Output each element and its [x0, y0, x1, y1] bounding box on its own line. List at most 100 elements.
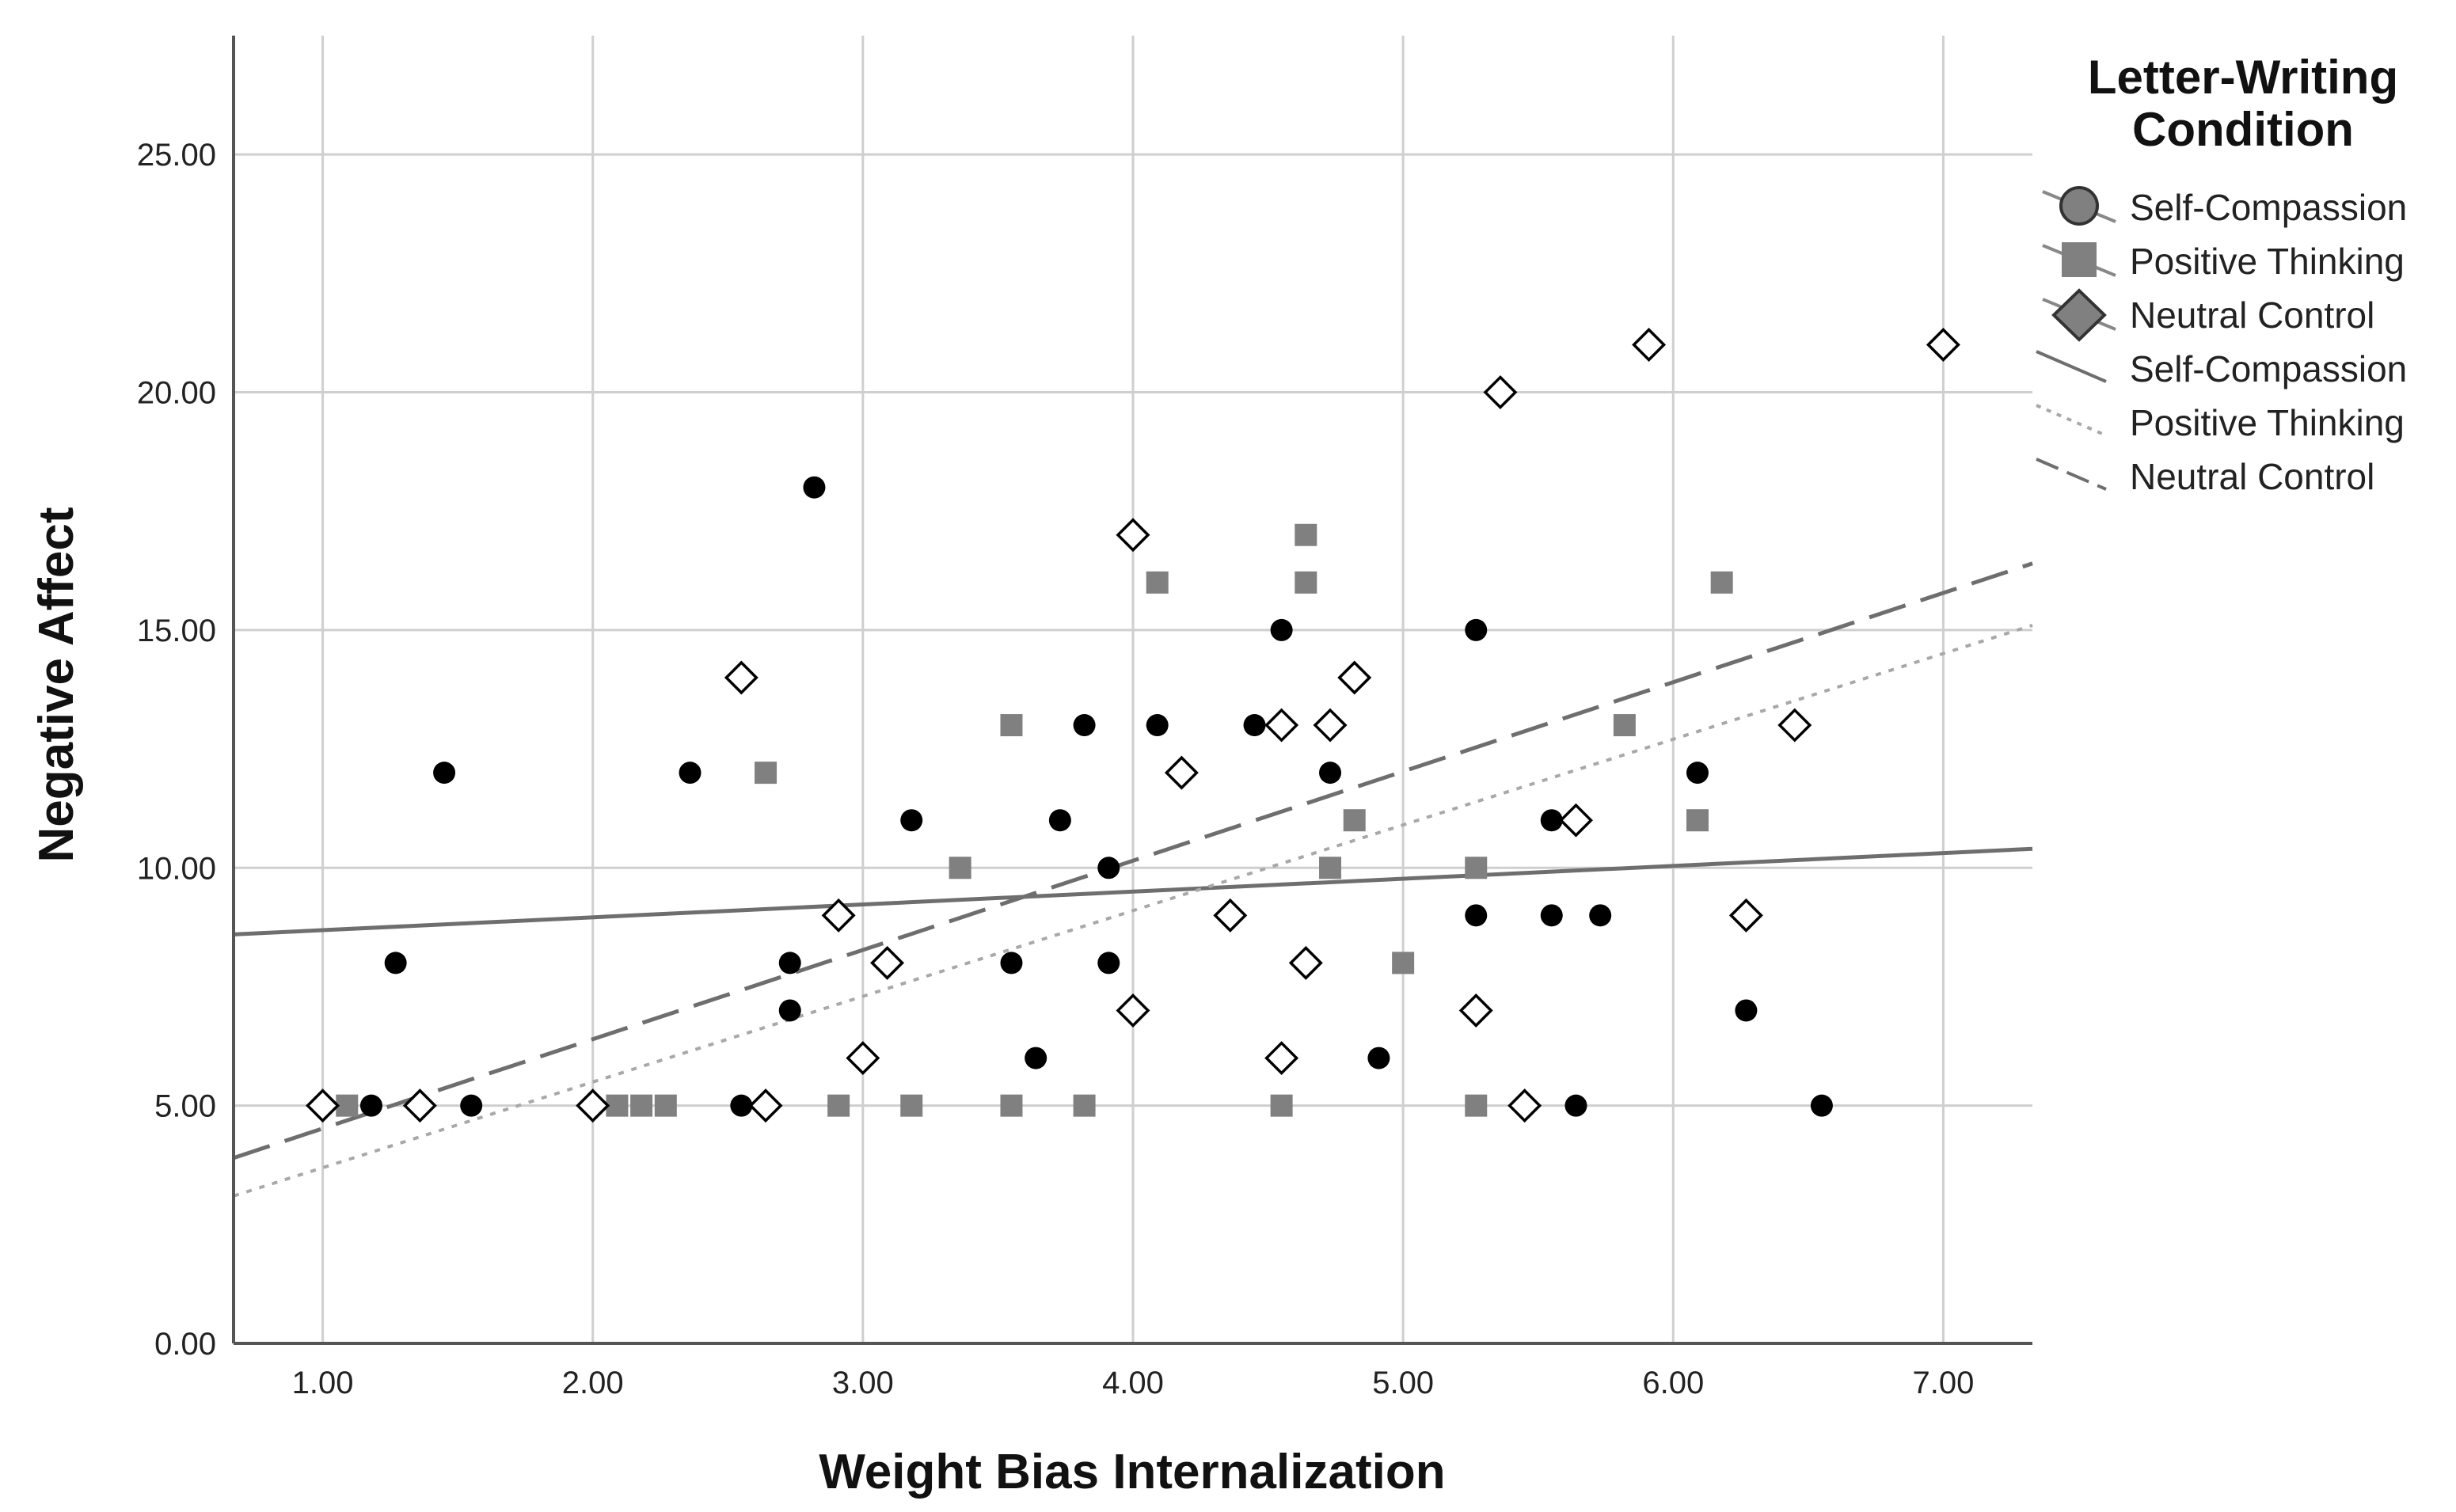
- point-positive-thinking: [949, 857, 971, 879]
- point-self-compassion: [1589, 904, 1612, 927]
- fit-lines: [233, 561, 2033, 1198]
- point-positive-thinking: [1295, 523, 1317, 546]
- point-positive-thinking: [1710, 571, 1733, 594]
- point-neutral-control: [1337, 660, 1372, 695]
- point-positive-thinking: [1295, 571, 1317, 594]
- point-positive-thinking: [827, 1094, 850, 1117]
- legend-marker-self-compassion-label: Self-Compassion: [2130, 187, 2407, 228]
- x-tick-label: 6.00: [1642, 1366, 1704, 1400]
- point-neutral-control: [1507, 1088, 1542, 1123]
- point-self-compassion: [1073, 714, 1096, 737]
- point-neutral-control: [576, 1088, 610, 1123]
- legend: Letter-Writing Condition Self-Compassion…: [2036, 51, 2407, 497]
- point-neutral-control: [1458, 993, 1493, 1028]
- point-self-compassion: [1465, 618, 1488, 641]
- point-positive-thinking: [1270, 1094, 1293, 1117]
- point-positive-thinking: [1343, 809, 1366, 832]
- axes: [232, 36, 2032, 1345]
- x-tick-label: 1.00: [292, 1366, 354, 1400]
- point-positive-thinking: [654, 1094, 677, 1117]
- point-self-compassion: [803, 476, 826, 499]
- point-neutral-control: [1926, 327, 1960, 362]
- point-self-compassion: [1048, 809, 1071, 832]
- point-positive-thinking: [1073, 1094, 1096, 1117]
- point-self-compassion: [1564, 1094, 1587, 1117]
- point-positive-thinking: [1319, 857, 1342, 879]
- point-self-compassion: [1097, 857, 1120, 879]
- point-neutral-control: [1264, 708, 1299, 743]
- point-self-compassion: [900, 809, 923, 832]
- point-positive-thinking: [1000, 1094, 1023, 1117]
- point-neutral-control: [1728, 898, 1763, 933]
- point-neutral-control: [1558, 803, 1593, 838]
- y-tick-label: 20.00: [137, 376, 216, 411]
- point-self-compassion: [1097, 952, 1120, 974]
- point-positive-thinking: [755, 762, 777, 784]
- point-neutral-control: [724, 660, 758, 695]
- point-neutral-control: [1213, 898, 1248, 933]
- point-positive-thinking: [1686, 809, 1709, 832]
- legend-marker-positive-thinking-icon: [2062, 242, 2097, 277]
- legend-items: Self-Compassion Positive Thinking Neutral …: [2036, 186, 2407, 497]
- point-positive-thinking: [1000, 714, 1023, 737]
- x-axis-title: Weight Bias Internalization: [819, 1445, 1445, 1499]
- fit-line-positive-thinking: [233, 623, 2033, 1198]
- legend-line-positive-thinking-icon: [2036, 404, 2107, 437]
- point-neutral-control: [1116, 993, 1150, 1028]
- legend-line-neutral-control-icon: [2036, 458, 2107, 491]
- y-tick-label: 10.00: [137, 851, 216, 886]
- point-neutral-control: [1116, 518, 1150, 553]
- y-tick-label: 15.00: [137, 614, 216, 648]
- point-self-compassion: [1810, 1094, 1833, 1117]
- tick-labels: 1.00 2.00 3.00 4.00 5.00 6.00 7.00 0.00 5.00 10.0…: [137, 138, 1974, 1400]
- point-self-compassion: [1319, 762, 1342, 784]
- x-tick-label: 2.00: [562, 1366, 624, 1400]
- x-tick-label: 4.00: [1102, 1366, 1164, 1400]
- point-positive-thinking: [1146, 571, 1169, 594]
- legend-marker-neutral-control-label: Neutral Control: [2130, 294, 2374, 336]
- x-tick-label: 5.00: [1372, 1366, 1434, 1400]
- point-self-compassion: [1270, 618, 1293, 641]
- y-axis-title: Negative Affect: [29, 507, 84, 862]
- point-self-compassion: [1000, 952, 1023, 974]
- point-positive-thinking: [1465, 1094, 1488, 1117]
- y-tick-label: 5.00: [154, 1089, 216, 1124]
- point-neutral-control: [1164, 755, 1199, 790]
- point-self-compassion: [359, 1094, 382, 1117]
- legend-line-self-compassion-icon: [2036, 350, 2107, 383]
- legend-title-line1: Letter-Writing: [2088, 51, 2398, 104]
- legend-line-self-compassion-label: Self-Compassion: [2130, 348, 2407, 389]
- point-neutral-control: [1483, 375, 1518, 410]
- point-neutral-control: [846, 1041, 880, 1076]
- point-neutral-control: [306, 1088, 340, 1123]
- point-positive-thinking: [900, 1094, 923, 1117]
- point-neutral-control: [1632, 327, 1667, 362]
- point-positive-thinking: [1392, 952, 1415, 974]
- point-self-compassion: [1146, 714, 1169, 737]
- fit-line-self-compassion: [233, 846, 2033, 936]
- grid-lines: [234, 36, 2032, 1343]
- point-positive-thinking: [630, 1094, 653, 1117]
- point-positive-thinking: [1613, 714, 1636, 737]
- legend-marker-positive-thinking-label: Positive Thinking: [2130, 241, 2405, 282]
- point-neutral-control: [1313, 708, 1348, 743]
- point-neutral-control: [870, 945, 905, 980]
- point-self-compassion: [384, 952, 407, 974]
- point-self-compassion: [1465, 904, 1488, 927]
- point-self-compassion: [730, 1094, 753, 1117]
- legend-line-positive-thinking-label: Positive Thinking: [2130, 402, 2405, 443]
- legend-marker-neutral-control-icon: [2051, 288, 2107, 342]
- fit-line-neutral-control: [233, 561, 2033, 1161]
- point-self-compassion: [778, 999, 801, 1022]
- data-points: [306, 327, 1960, 1123]
- point-self-compassion: [778, 952, 801, 974]
- y-tick-label: 0.00: [154, 1327, 216, 1362]
- point-positive-thinking: [1465, 857, 1488, 879]
- x-tick-label: 3.00: [832, 1366, 894, 1400]
- point-self-compassion: [1540, 809, 1563, 832]
- point-self-compassion: [1735, 999, 1758, 1022]
- legend-line-neutral-control-label: Neutral Control: [2130, 456, 2374, 497]
- point-neutral-control: [1264, 1041, 1299, 1076]
- point-self-compassion: [460, 1094, 483, 1117]
